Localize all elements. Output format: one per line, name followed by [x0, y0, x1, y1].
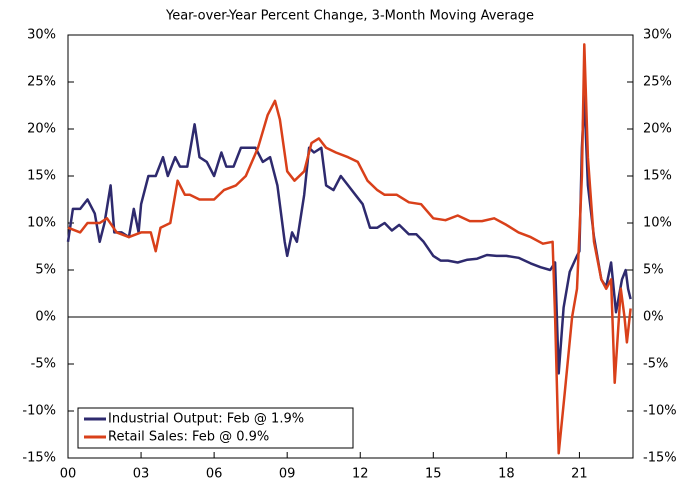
legend-box	[77, 407, 354, 449]
x-tick-label: 12	[352, 467, 369, 482]
series-line	[66, 94, 632, 375]
y-tick-label: 15%	[27, 169, 56, 184]
y2-tick-label: 30%	[643, 28, 672, 43]
y-tick-label: 20%	[27, 122, 56, 137]
x-tick-label: 06	[206, 467, 223, 482]
y-tick-label: 30%	[27, 28, 56, 43]
y2-tick-label: -10%	[643, 404, 677, 419]
y-tick-label: -15%	[22, 451, 56, 466]
y2-tick-label: 5%	[643, 263, 664, 278]
y2-tick-label: -5%	[643, 357, 668, 372]
y-tick-label: 25%	[27, 75, 56, 90]
y-tick-label: 0%	[35, 310, 56, 325]
x-tick-label: 18	[498, 467, 515, 482]
y2-tick-label: 0%	[643, 310, 664, 325]
x-tick-label: 09	[279, 467, 296, 482]
y2-tick-label: 10%	[643, 216, 672, 231]
plot-frame	[67, 34, 634, 459]
x-tick-label: 21	[571, 467, 588, 482]
chart-subtitle: Year-over-Year Percent Change, 3-Month M…	[165, 9, 534, 24]
y-tick-label: -10%	[22, 404, 56, 419]
x-tick-label: 15	[425, 467, 442, 482]
legend-label: Retail Sales: Feb @ 0.9%	[108, 430, 269, 445]
y2-tick-label: -15%	[643, 451, 677, 466]
y-tick-label: 5%	[35, 263, 56, 278]
y-tick-label: -5%	[31, 357, 56, 372]
y2-tick-label: 25%	[643, 75, 672, 90]
x-tick-label: 03	[133, 467, 150, 482]
y2-tick-label: 15%	[643, 169, 672, 184]
x-tick-label: 00	[60, 467, 77, 482]
series-line	[67, 43, 632, 455]
legend-label: Industrial Output: Feb @ 1.9%	[108, 412, 304, 427]
y2-tick-label: 20%	[643, 122, 672, 137]
y-tick-label: 10%	[27, 216, 56, 231]
